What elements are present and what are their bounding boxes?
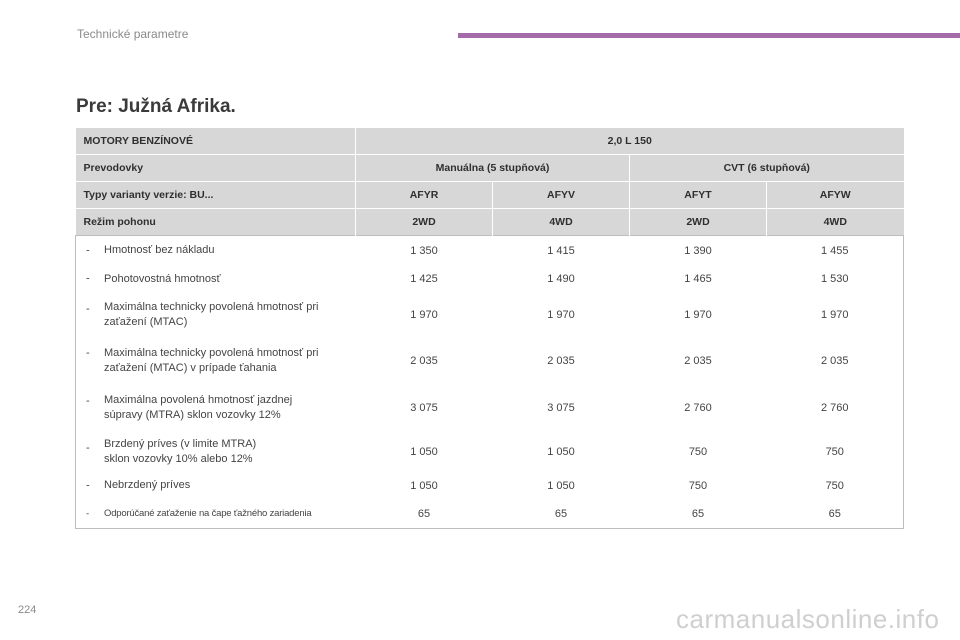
row-label: Hmotnosť bez nákladu (76, 236, 356, 266)
table-row: Pohotovostná hmotnosť 1 425 1 490 1 465 … (76, 266, 904, 293)
table-cell: 1 415 (547, 244, 575, 257)
table-cell: 750 (825, 445, 844, 458)
row-label: Maximálna technicky povolená hmotnosť pr… (76, 293, 356, 337)
table-row: Maximálna technicky povolená hmotnosť pr… (76, 337, 904, 385)
table-cell: 2 760 (820, 402, 849, 414)
engine-row: MOTORY BENZÍNOVÉ 2,0 L 150 (75, 128, 904, 155)
variant-row: Typy varianty verzie: BU... AFYR AFYV AF… (75, 181, 904, 209)
table-row: Nebrzdený príves 1 050 1 050 750 750 (76, 472, 904, 500)
table-cell: 2 760 (684, 402, 712, 414)
drive-cell: 4WD (492, 208, 630, 236)
engine-value: 2,0 L 150 (355, 128, 904, 155)
table-cell: 1 970 (410, 308, 438, 321)
watermark: carmanualsonline.info (676, 604, 940, 634)
table-cell: 1 465 (684, 273, 712, 285)
table-cell: 2 035 (410, 354, 438, 367)
row-label: Odporúčané zaťaženie na čape ťažného zar… (76, 500, 356, 529)
spec-table: MOTORY BENZÍNOVÉ 2,0 L 150 Prevodovky Ma… (75, 128, 904, 529)
row-label-line: Maximálna technicky povolená hmotnosť pr… (104, 300, 319, 313)
table-cell: 1 455 (820, 244, 849, 257)
row-label: Maximálna technicky povolená hmotnosť pr… (76, 337, 356, 385)
table-row: Hmotnosť bez nákladu 1 350 1 415 1 390 1… (76, 236, 904, 266)
gearbox-cvt: CVT (6 stupňová) (629, 154, 904, 182)
table-cell: 65 (554, 507, 568, 520)
section-title: Technické parametre (77, 27, 189, 41)
row-label-line: sklon vozovky 10% alebo 12% (104, 452, 253, 465)
page-heading: Pre: Južná Afrika. (76, 96, 236, 117)
table-cell: 65 (417, 507, 431, 520)
table-cell: 1 350 (410, 244, 438, 257)
variant-label: Typy varianty verzie: BU... (75, 181, 356, 209)
table-cell: 1 490 (547, 273, 575, 285)
table-cell: 750 (688, 445, 708, 458)
row-label-line: Maximálna povolená hmotnosť jazdnej (104, 394, 293, 406)
drive-cell: 2WD (629, 208, 767, 236)
drive-cell: 4WD (766, 208, 904, 236)
variant-cell: AFYV (492, 181, 630, 209)
table-cell: 65 (691, 507, 705, 520)
table-cell: 1 425 (410, 273, 438, 285)
table-cell: 1 390 (684, 244, 712, 257)
variant-cell: AFYT (629, 181, 767, 209)
drive-label: Režim pohonu (75, 208, 356, 236)
table-cell: 1 970 (820, 308, 849, 321)
table-row: Maximálna povolená hmotnosť jazdnej súpra… (76, 385, 904, 432)
row-label-line: Brzdený príves (v limite MTRA) (104, 437, 257, 450)
table-cell: 3 075 (410, 402, 438, 414)
table-cell: 2 035 (820, 354, 849, 367)
section-accent-bar (458, 33, 960, 38)
row-label-line: zaťažení (MTAC) v prípade ťahania (104, 361, 277, 374)
table-row: Odporúčané zaťaženie na čape ťažného zar… (76, 500, 904, 529)
table-cell: 750 (825, 479, 844, 492)
variant-cell: AFYW (766, 181, 904, 209)
table-cell: 3 075 (547, 402, 575, 414)
table-cell: 65 (828, 507, 841, 520)
row-label-line: zaťažení (MTAC) (104, 315, 188, 328)
row-label-line: Maximálna technicky povolená hmotnosť pr… (104, 346, 319, 359)
engine-label: MOTORY BENZÍNOVÉ (75, 128, 356, 155)
drive-cell: 2WD (355, 208, 493, 236)
table-cell: 1 530 (820, 273, 849, 285)
table-cell: 1 050 (410, 479, 438, 492)
table-cell: 1 050 (547, 445, 575, 458)
table-row: Maximálna technicky povolená hmotnosť pr… (76, 293, 904, 337)
table-cell: 1 050 (410, 445, 438, 458)
drive-row: Režim pohonu 2WD 4WD 2WD 4WD (75, 208, 904, 236)
gearbox-label: Prevodovky (75, 154, 356, 182)
row-label-line: súpravy (MTRA) sklon vozovky 12% (104, 409, 281, 421)
page-number: 224 (18, 604, 37, 616)
gearbox-row: Prevodovky Manuálna (5 stupňová) CVT (6 … (75, 154, 904, 182)
table-cell: 1 970 (547, 308, 575, 321)
row-label: Brzdený príves (v limite MTRA) sklon vozo… (76, 432, 356, 472)
row-label: Maximálna povolená hmotnosť jazdnej súpra… (76, 385, 356, 432)
row-label: Nebrzdený príves (76, 472, 356, 500)
table-row: Brzdený príves (v limite MTRA) sklon vozo… (76, 432, 904, 472)
table-cell: 1 050 (547, 479, 575, 492)
variant-cell: AFYR (355, 181, 493, 209)
table-cell: 1 970 (684, 308, 712, 321)
row-label: Pohotovostná hmotnosť (76, 266, 356, 293)
table-cell: 750 (688, 479, 708, 492)
table-cell: 2 035 (547, 354, 575, 367)
gearbox-manual: Manuálna (5 stupňová) (355, 154, 630, 182)
table-cell: 2 035 (684, 354, 712, 367)
